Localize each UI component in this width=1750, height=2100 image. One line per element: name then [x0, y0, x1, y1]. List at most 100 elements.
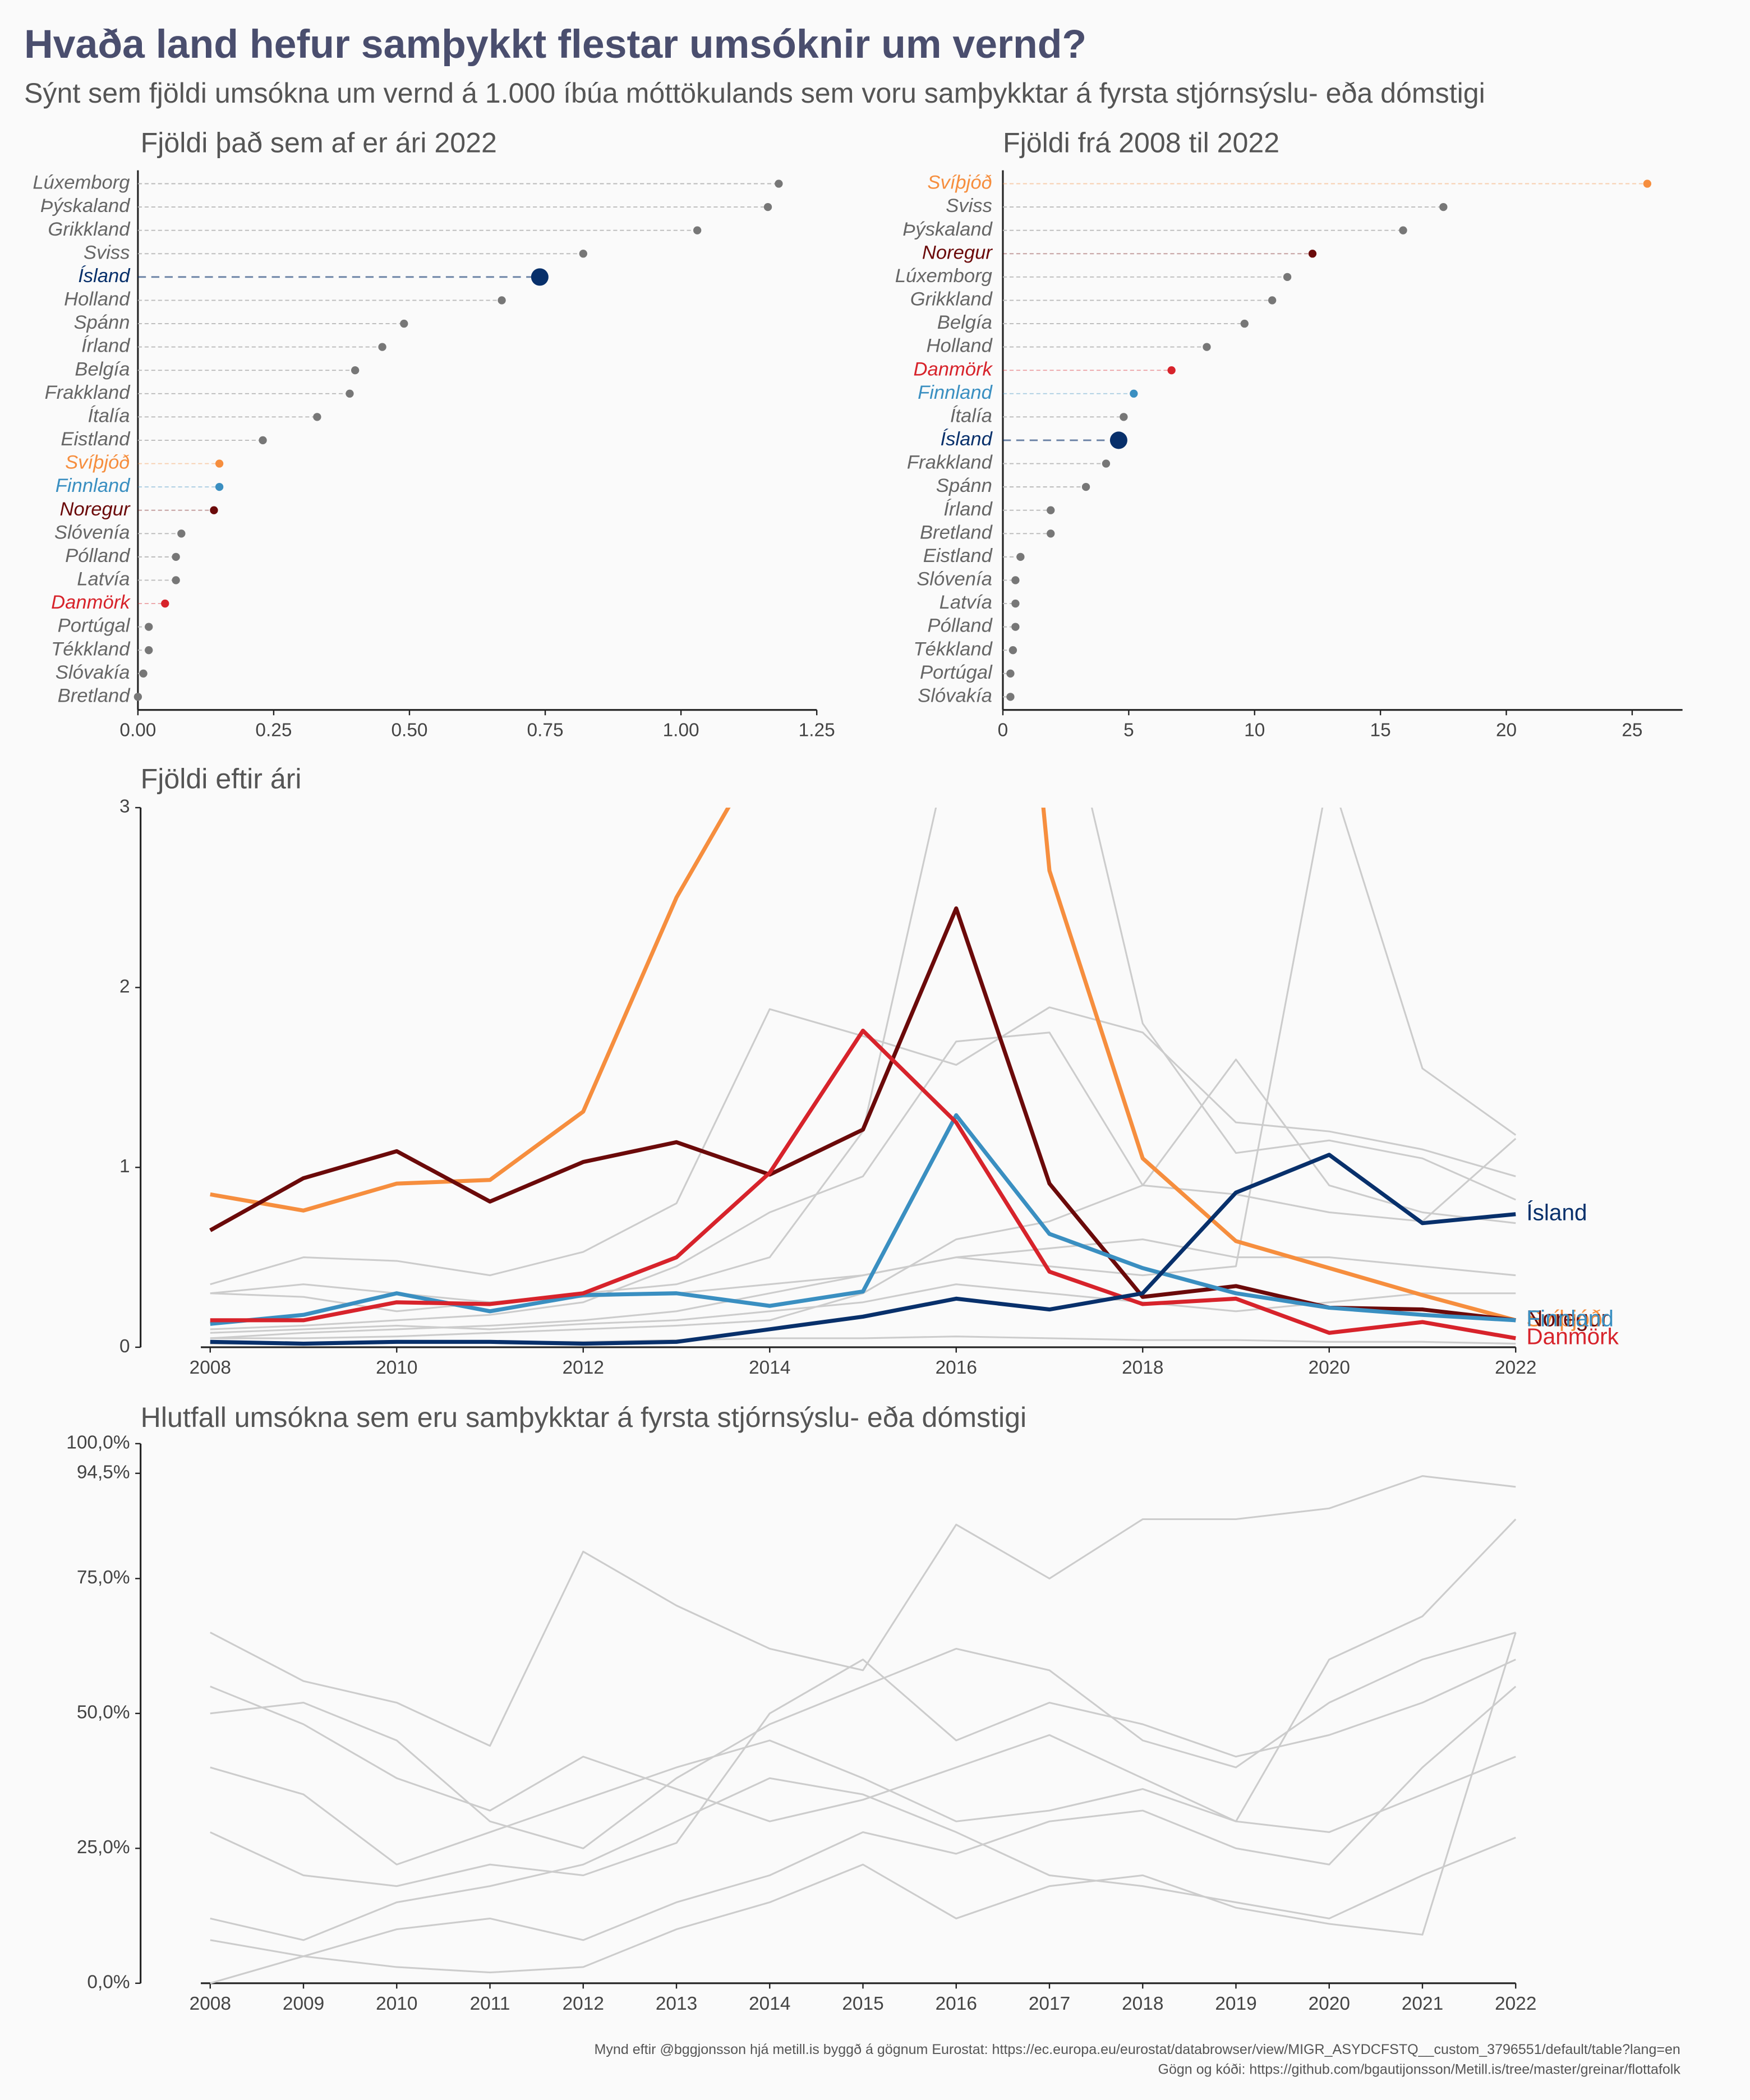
dot [1047, 506, 1055, 514]
x-tick-label: 2014 [749, 1357, 790, 1378]
category-label: Grikkland [48, 219, 131, 240]
dot [693, 226, 702, 234]
dot [775, 179, 783, 188]
dot [145, 646, 153, 655]
series-line [210, 1028, 1516, 1341]
series-group [210, 1475, 1517, 1984]
category-label: Danmörk [913, 358, 993, 380]
x-tick-label: 2010 [376, 1357, 417, 1378]
x-tick-label: 2018 [1122, 1357, 1163, 1378]
x-tick-label: 20 [1496, 720, 1517, 741]
category-label: Frakkland [907, 452, 993, 473]
x-tick-label: 0.00 [119, 720, 156, 741]
panel-title: Fjöldi frá 2008 til 2022 [1003, 127, 1279, 159]
category-label: Tékkland [51, 638, 131, 660]
x-tick-label: 2008 [190, 1993, 231, 2014]
dot [215, 482, 224, 491]
dot [1016, 552, 1025, 561]
x-tick-label: 2019 [1215, 1993, 1256, 2014]
series-label: Finnland [1526, 1306, 1614, 1332]
x-tick-label: 2009 [283, 1993, 324, 2014]
category-label: Latvía [940, 592, 992, 613]
dot [1006, 669, 1015, 678]
y-tick-label: 75,0% [77, 1567, 130, 1588]
dot [1283, 273, 1292, 282]
series-line [210, 807, 1517, 1323]
category-label: Írland [81, 335, 131, 357]
category-label: Írland [943, 498, 993, 520]
category-label: Svíþjóð [927, 172, 992, 194]
y-tick-label: 50,0% [77, 1702, 130, 1723]
category-label: Ítalía [88, 404, 130, 426]
background-line [210, 1006, 1516, 1286]
background-line [210, 1632, 1516, 1849]
series-line [210, 1153, 1516, 1346]
x-tick-label: 10 [1244, 720, 1265, 741]
y-tick-label: 2 [119, 976, 130, 997]
background-line [210, 1685, 1517, 1984]
dot [215, 459, 224, 468]
category-label: Finnland [918, 382, 993, 403]
panel-title: Fjöldi eftir ári [141, 763, 302, 794]
x-tick-label: 5 [1123, 720, 1134, 741]
category-label: Holland [64, 289, 131, 310]
x-tick-label: 0.75 [527, 720, 564, 741]
background-line [210, 1777, 1516, 1941]
category-label: Belgía [937, 312, 992, 333]
x-tick-label: 2014 [749, 1993, 790, 2014]
dot [1008, 646, 1017, 655]
y-tick-label: 3 [119, 796, 130, 817]
dot [531, 268, 549, 286]
dot [210, 506, 218, 514]
category-label: Belgía [75, 358, 130, 380]
y-tick-label: 25,0% [77, 1837, 130, 1858]
category-label: Sviss [84, 242, 130, 263]
background-line [210, 1659, 1516, 1887]
category-label: Lúxemborg [33, 172, 130, 194]
subtitle: Sýnt sem fjöldi umsókna um vernd á 1.000… [24, 77, 1485, 109]
x-tick-label: 0.25 [255, 720, 292, 741]
dot [313, 413, 321, 421]
dot [133, 693, 142, 701]
title: Hvaða land hefur samþykkt flestar umsókn… [24, 22, 1086, 67]
x-tick-label: 2016 [936, 1357, 977, 1378]
category-label: Þýskaland [902, 219, 993, 240]
dot [378, 343, 386, 351]
series-line [209, 906, 1516, 1323]
x-tick-label: 2017 [1029, 1993, 1070, 2014]
y-tick-label: 1 [119, 1156, 130, 1177]
background-line [210, 1475, 1516, 1747]
dot [161, 599, 169, 608]
dot [177, 529, 186, 538]
category-label: Slóvakía [56, 662, 130, 683]
x-tick-label: 25 [1622, 720, 1642, 741]
dot [1203, 343, 1211, 351]
panel-title: Hlutfall umsókna sem eru samþykktar á fy… [141, 1402, 1027, 1433]
x-tick-label: 2016 [936, 1993, 977, 2014]
category-label: Pólland [65, 545, 131, 567]
category-label: Slóvakía [918, 685, 992, 707]
dot [351, 366, 360, 375]
x-tick-label: 2022 [1495, 1357, 1536, 1378]
category-label: Bretland [920, 522, 993, 543]
x-tick-label: 2008 [190, 1357, 231, 1378]
series-label: Ísland [1526, 1199, 1587, 1225]
category-label: Danmörk [51, 592, 131, 613]
series-group [209, 807, 1517, 1346]
category-label: Spánn [936, 475, 992, 496]
x-tick-label: 2012 [563, 1993, 604, 2014]
category-label: Slóvenía [917, 569, 992, 590]
dot [1109, 431, 1127, 449]
category-label: Svíþjóð [65, 452, 130, 473]
x-tick-label: 0 [998, 720, 1008, 741]
dot [172, 552, 180, 561]
category-label: Portúgal [58, 615, 131, 637]
dot [1006, 693, 1015, 701]
category-label: Ísland [941, 428, 993, 450]
background-line [210, 1632, 1517, 1974]
dot [1081, 482, 1090, 491]
dot [498, 296, 506, 305]
x-tick-label: 2021 [1402, 1993, 1443, 2014]
dot [1308, 250, 1317, 258]
